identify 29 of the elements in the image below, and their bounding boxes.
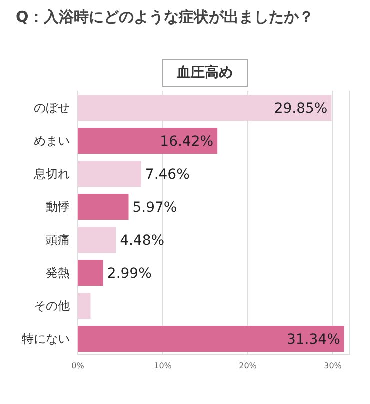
y-tick-label: 動悸 [46, 200, 70, 214]
x-tick-label: 30% [324, 362, 342, 371]
x-tick-label: 20% [239, 362, 258, 371]
chart-title: Q：入浴時にどのような症状が出ましたか？ [16, 8, 315, 27]
x-tick-label: 0% [72, 362, 85, 371]
y-tick-label: 頭痛 [46, 232, 70, 247]
y-tick-label: その他 [34, 298, 70, 313]
bar [78, 227, 116, 253]
y-tick-label: のぼせ [34, 100, 70, 115]
y-tick-label: 特にない [22, 332, 70, 346]
chart-subtitle: 血圧高め [162, 59, 248, 87]
data-label: 29.85% [274, 100, 328, 117]
data-label: 7.46% [145, 166, 190, 183]
data-label: 4.48% [120, 232, 165, 249]
bar [78, 260, 104, 286]
bar [78, 95, 332, 121]
data-label: 31.34% [287, 332, 340, 348]
data-label: 5.97% [132, 200, 178, 216]
x-tick-label: 10% [154, 362, 172, 371]
y-tick-label: 発熱 [46, 266, 70, 280]
data-label: 16.42% [160, 134, 214, 150]
y-tick-label: めまい [34, 134, 70, 148]
data-label: 2.99% [107, 266, 152, 282]
bar [78, 194, 129, 220]
bar [78, 293, 91, 319]
bar [78, 326, 344, 352]
bar [78, 161, 142, 187]
bar [78, 128, 218, 154]
y-tick-label: 息切れ [33, 166, 70, 181]
